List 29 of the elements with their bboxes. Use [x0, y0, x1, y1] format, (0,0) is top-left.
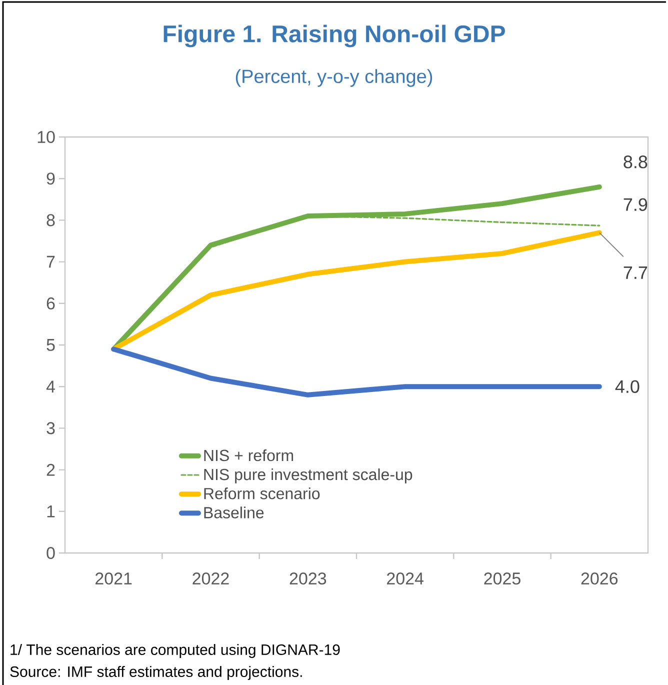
y-tick-label: 4: [46, 380, 55, 392]
y-tick-label: 0: [46, 546, 55, 560]
y-tick-label: 5: [46, 339, 55, 351]
source-note: Source: IMF staff estimates and projections.: [10, 666, 302, 680]
y-tick-label: 1: [47, 506, 55, 518]
legend-label: NIS pure investment scale-up: [204, 468, 412, 484]
x-tick-label: 2026: [581, 572, 618, 585]
y-tick-label: 9: [46, 172, 55, 185]
legend-label: Reform scenario: [204, 488, 320, 500]
x-tick-label: 2024: [387, 572, 424, 585]
chart-subtitle: (Percent, y-o-y change): [236, 69, 432, 87]
data-label: 7.7: [624, 266, 648, 279]
legend-label: Baseline: [204, 506, 264, 518]
data-label: 4.0: [615, 380, 640, 393]
y-tick-label: 3: [46, 422, 55, 434]
legend-label: NIS + reform: [204, 449, 294, 462]
x-tick-label: 2021: [96, 572, 132, 585]
data-label: 7.9: [624, 198, 648, 211]
x-tick-label: 2022: [192, 572, 229, 585]
chart-title: Figure 1. Raising Non-oil GDP: [164, 24, 505, 48]
x-tick-label: 2025: [484, 572, 520, 585]
x-tick-label: 2023: [290, 572, 326, 585]
y-tick-label: 10: [38, 130, 55, 144]
y-tick-label: 2: [46, 464, 55, 476]
text: 1/ The scenarios are computed using DIGNAR-19: [10, 644, 340, 658]
y-tick-label: 8: [46, 214, 55, 226]
y-tick-label: 7: [46, 256, 55, 268]
y-tick-label: 6: [46, 297, 55, 310]
data-label: 8.8: [624, 156, 648, 168]
